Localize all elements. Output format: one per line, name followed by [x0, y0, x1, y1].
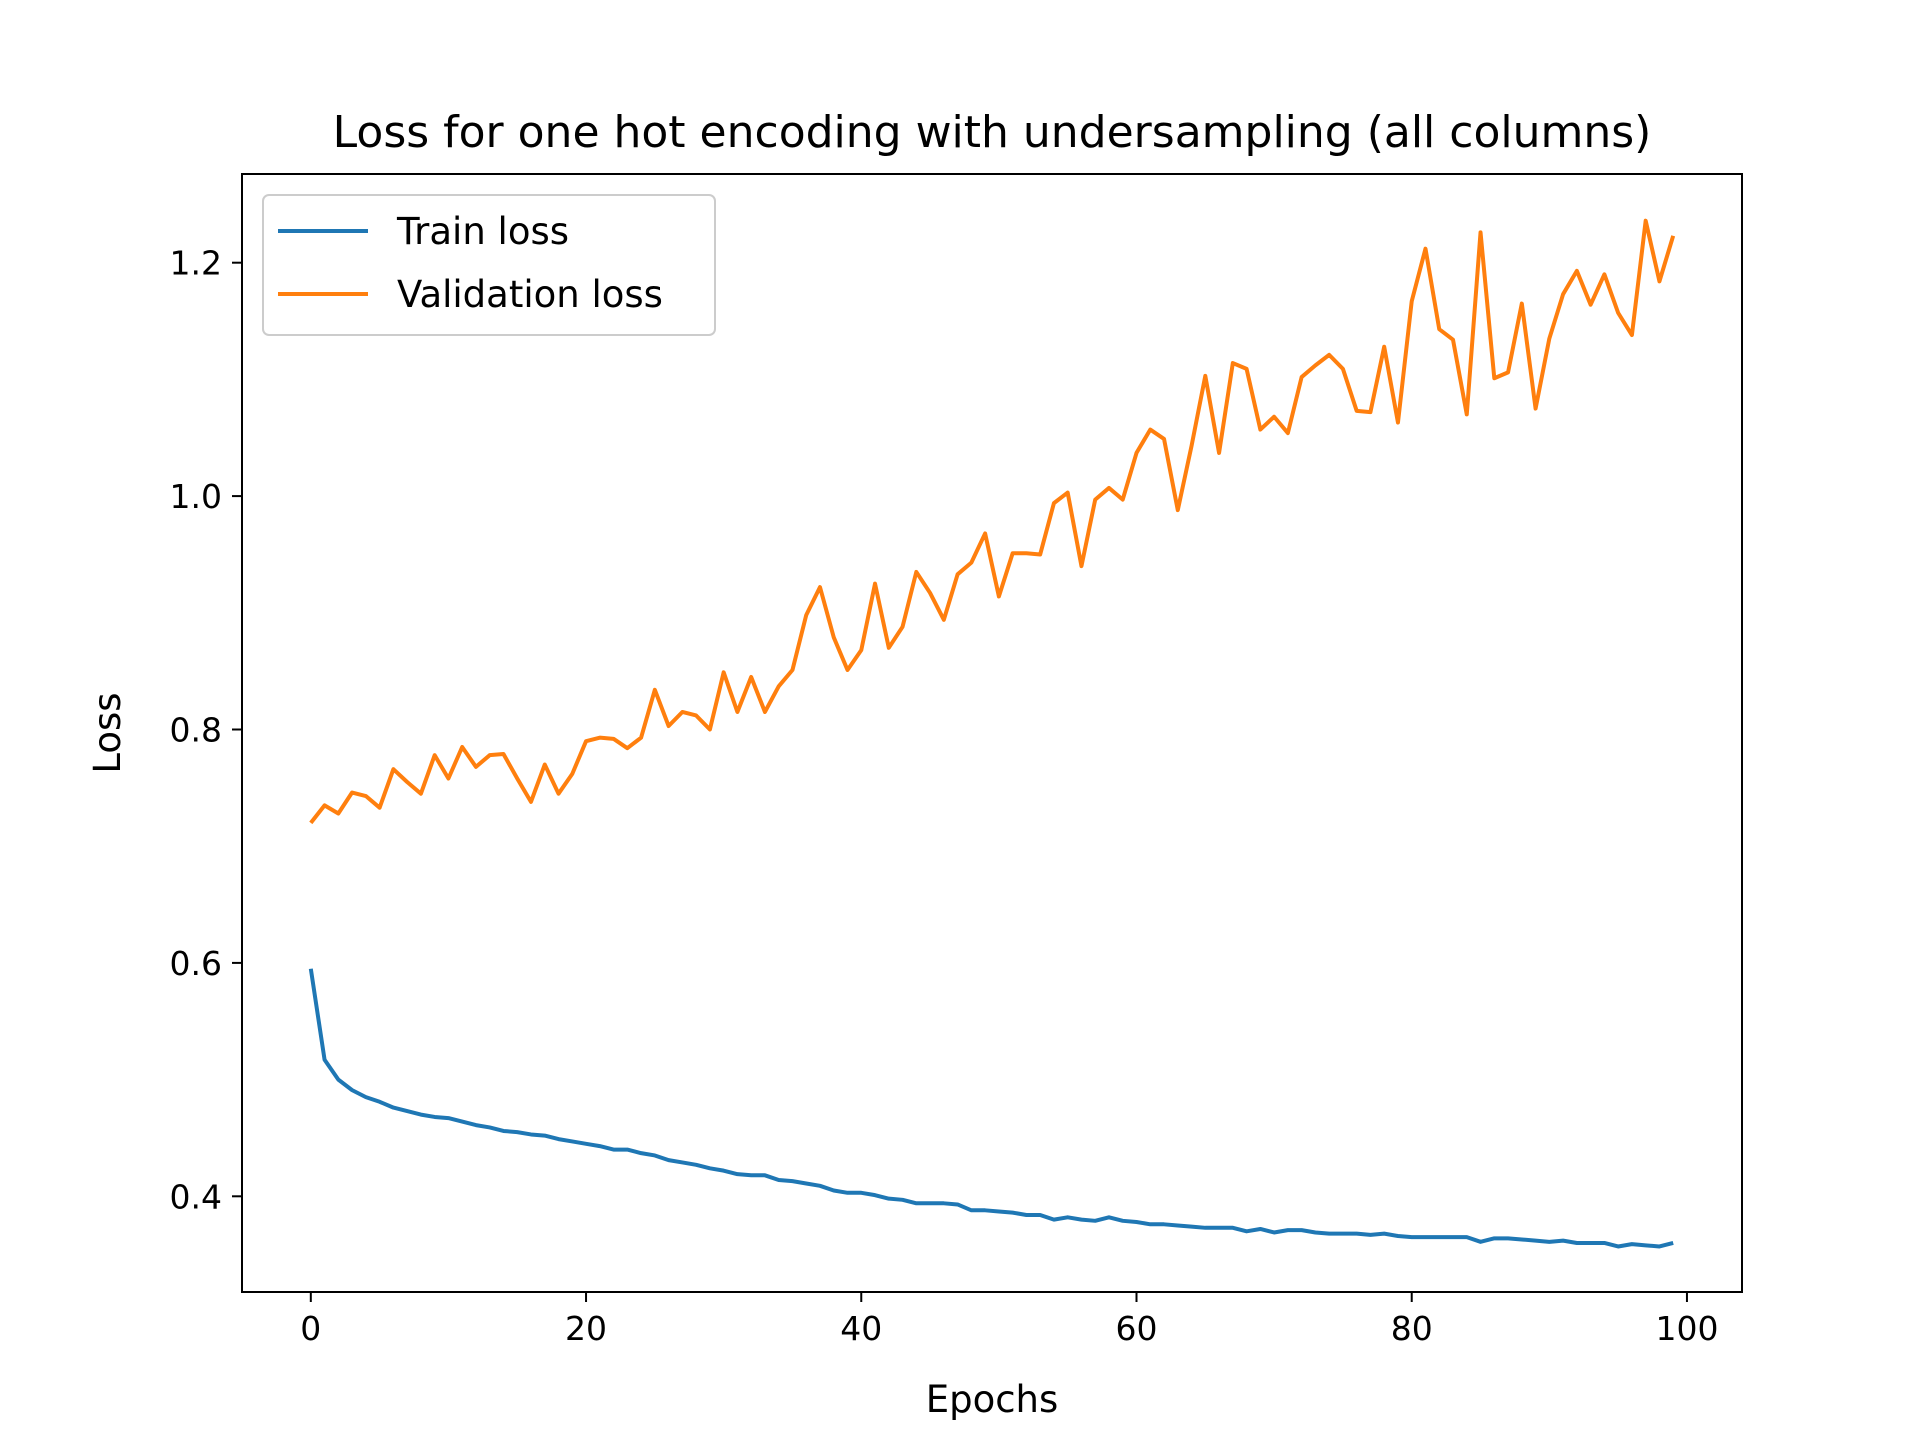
y-tick-label: 0.8 [170, 710, 222, 749]
legend-label-validation-loss: Validation loss [397, 273, 663, 316]
x-tick-label: 60 [1115, 1309, 1157, 1348]
x-axis-label: Epochs [926, 1378, 1059, 1421]
series-line-validation-loss [309, 218, 1676, 825]
series-line-train-loss [308, 968, 1674, 1249]
chart-title: Loss for one hot encoding with undersamp… [333, 107, 1652, 158]
y-tick-label: 0.4 [170, 1177, 222, 1216]
series-layer [308, 218, 1676, 1249]
x-tick-label: 20 [565, 1309, 607, 1348]
y-tick-label: 1.0 [170, 477, 222, 516]
x-tick-label: 80 [1391, 1309, 1433, 1348]
y-axis-ticks: 0.4 0.6 0.8 1.0 1.2 [170, 244, 242, 1216]
legend-box [262, 194, 716, 336]
plot-frame [241, 173, 1743, 1293]
x-tick-label: 100 [1655, 1309, 1718, 1348]
legend-label-train-loss: Train loss [396, 210, 569, 253]
x-tick-label: 0 [300, 1309, 321, 1348]
x-axis-ticks: 0 20 40 60 80 100 [300, 1292, 1718, 1348]
y-tick-label: 0.6 [170, 944, 222, 983]
y-axis-label: Loss [86, 692, 129, 773]
x-tick-label: 40 [840, 1309, 882, 1348]
y-tick-label: 1.2 [170, 244, 222, 283]
legend: Train loss Validation loss [262, 194, 716, 336]
